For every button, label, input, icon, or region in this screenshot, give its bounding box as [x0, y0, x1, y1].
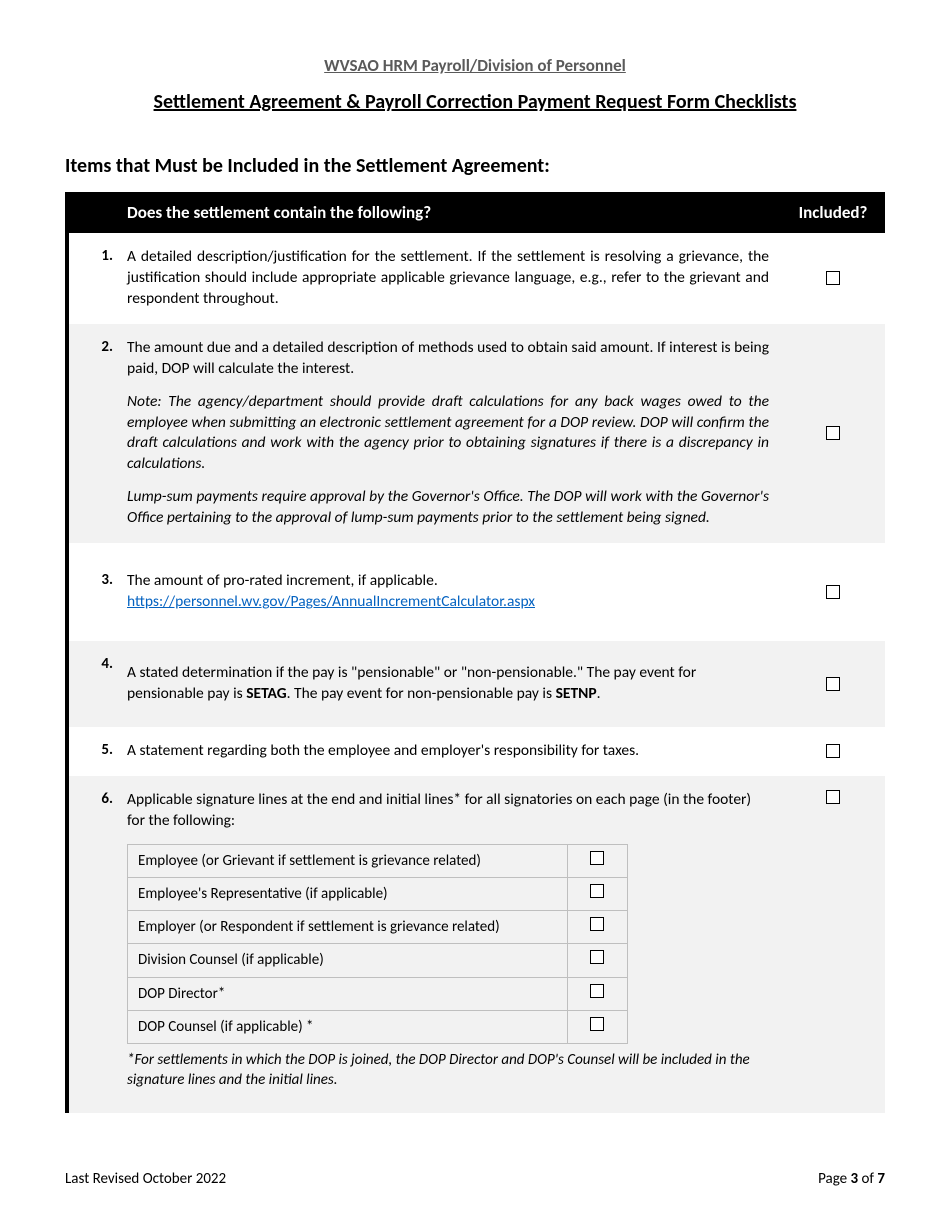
signatory-check-cell [567, 1010, 627, 1043]
row-body: A stated determination if the pay is "pe… [119, 641, 781, 727]
section-heading: Items that Must be Included in the Settl… [65, 154, 885, 178]
row-number: 4. [69, 641, 119, 727]
table-row: 1. A detailed description/justification … [69, 233, 885, 324]
checkbox[interactable] [590, 917, 604, 931]
text-fragment: of [858, 1170, 877, 1188]
signatory-check-cell [567, 977, 627, 1010]
page: WVSAO HRM Payroll/Division of Personnel … [0, 0, 950, 1230]
signatory-label: Employer (or Respondent if settlement is… [128, 911, 568, 944]
checkbox[interactable] [590, 1017, 604, 1031]
increment-calculator-link[interactable]: https://personnel.wv.gov/Pages/AnnualInc… [127, 592, 535, 611]
row-body: A detailed description/justification for… [119, 233, 781, 324]
signatory-check-cell [567, 944, 627, 977]
table-row: 5. A statement regarding both the employ… [69, 727, 885, 776]
signatory-row: Employee's Representative (if applicable… [128, 877, 628, 910]
signatory-row: DOP Director* [128, 977, 628, 1010]
signatory-row: Employee (or Grievant if settlement is g… [128, 844, 628, 877]
row-check-cell [781, 641, 885, 727]
row-note: Note: The agency/department should provi… [127, 392, 769, 476]
row-body: Applicable signature lines at the end an… [119, 776, 781, 1113]
checklist-table: Does the settlement contain the followin… [65, 192, 885, 1113]
row-number: 3. [69, 543, 119, 641]
signatory-label: Employee (or Grievant if settlement is g… [128, 844, 568, 877]
checkbox[interactable] [590, 884, 604, 898]
signatory-row: Employer (or Respondent if settlement is… [128, 911, 628, 944]
row-number: 1. [69, 233, 119, 324]
row-text: The amount due and a detailed descriptio… [127, 338, 769, 380]
row-note: Lump-sum payments require approval by th… [127, 487, 769, 529]
row-number: 2. [69, 324, 119, 543]
table-row: 3. The amount of pro-rated increment, if… [69, 543, 885, 641]
row-body: The amount of pro-rated increment, if ap… [119, 543, 781, 641]
header-col-num [69, 192, 119, 233]
signatory-label: DOP Counsel (if applicable) * [128, 1010, 568, 1043]
row-number: 6. [69, 776, 119, 1113]
checkbox[interactable] [590, 950, 604, 964]
checkbox[interactable] [590, 851, 604, 865]
row-text: Applicable signature lines at the end an… [127, 790, 769, 832]
row-body: The amount due and a detailed descriptio… [119, 324, 781, 543]
row-text: The amount of pro-rated increment, if ap… [127, 571, 438, 590]
page-total: 7 [877, 1170, 885, 1188]
title-line: Settlement Agreement & Payroll Correctio… [65, 90, 885, 114]
checkbox[interactable] [826, 677, 840, 691]
row-check-cell [781, 727, 885, 776]
signatory-check-cell [567, 911, 627, 944]
signatory-check-cell [567, 877, 627, 910]
row-text: A detailed description/justification for… [127, 247, 769, 310]
footer-revised: Last Revised October 2022 [65, 1170, 226, 1188]
text-fragment: Page [818, 1170, 850, 1188]
row-text: A stated determination if the pay is "pe… [127, 663, 769, 705]
row-check-cell [781, 543, 885, 641]
page-footer: Last Revised October 2022 Page 3 of 7 [65, 1170, 885, 1188]
row-check-cell [781, 233, 885, 324]
signatory-label: Employee's Representative (if applicable… [128, 877, 568, 910]
footer-page: Page 3 of 7 [818, 1170, 885, 1188]
text-fragment: . [597, 684, 601, 703]
header-col-included: Included? [781, 192, 885, 233]
row-check-cell [781, 324, 885, 543]
checkbox[interactable] [826, 790, 840, 804]
row-check-cell [781, 776, 885, 1113]
row-body: A statement regarding both the employee … [119, 727, 781, 776]
signatory-row: Division Counsel (if applicable) [128, 944, 628, 977]
header-col-question: Does the settlement contain the followin… [119, 192, 781, 233]
signatory-table: Employee (or Grievant if settlement is g… [127, 844, 628, 1045]
signatory-check-cell [567, 844, 627, 877]
signatory-label: Division Counsel (if applicable) [128, 944, 568, 977]
checkbox[interactable] [826, 744, 840, 758]
row-text: A statement regarding both the employee … [127, 741, 769, 762]
org-line: WVSAO HRM Payroll/Division of Personnel [65, 55, 885, 76]
table-header-row: Does the settlement contain the followin… [69, 192, 885, 233]
text-bold: SETAG [246, 684, 286, 703]
checkbox[interactable] [826, 426, 840, 440]
checkbox[interactable] [826, 585, 840, 599]
text-fragment: . The pay event for non-pensionable pay … [287, 684, 556, 703]
table-row: 6. Applicable signature lines at the end… [69, 776, 885, 1113]
text-bold: SETNP [556, 684, 597, 703]
checkbox[interactable] [590, 984, 604, 998]
checkbox[interactable] [826, 271, 840, 285]
signatory-row: DOP Counsel (if applicable) * [128, 1010, 628, 1043]
signatory-label: DOP Director* [128, 977, 568, 1010]
table-row: 2. The amount due and a detailed descrip… [69, 324, 885, 543]
row-number: 5. [69, 727, 119, 776]
table-row: 4. A stated determination if the pay is … [69, 641, 885, 727]
page-current: 3 [851, 1170, 859, 1188]
signatory-footnote: *For settlements in which the DOP is joi… [127, 1050, 769, 1091]
